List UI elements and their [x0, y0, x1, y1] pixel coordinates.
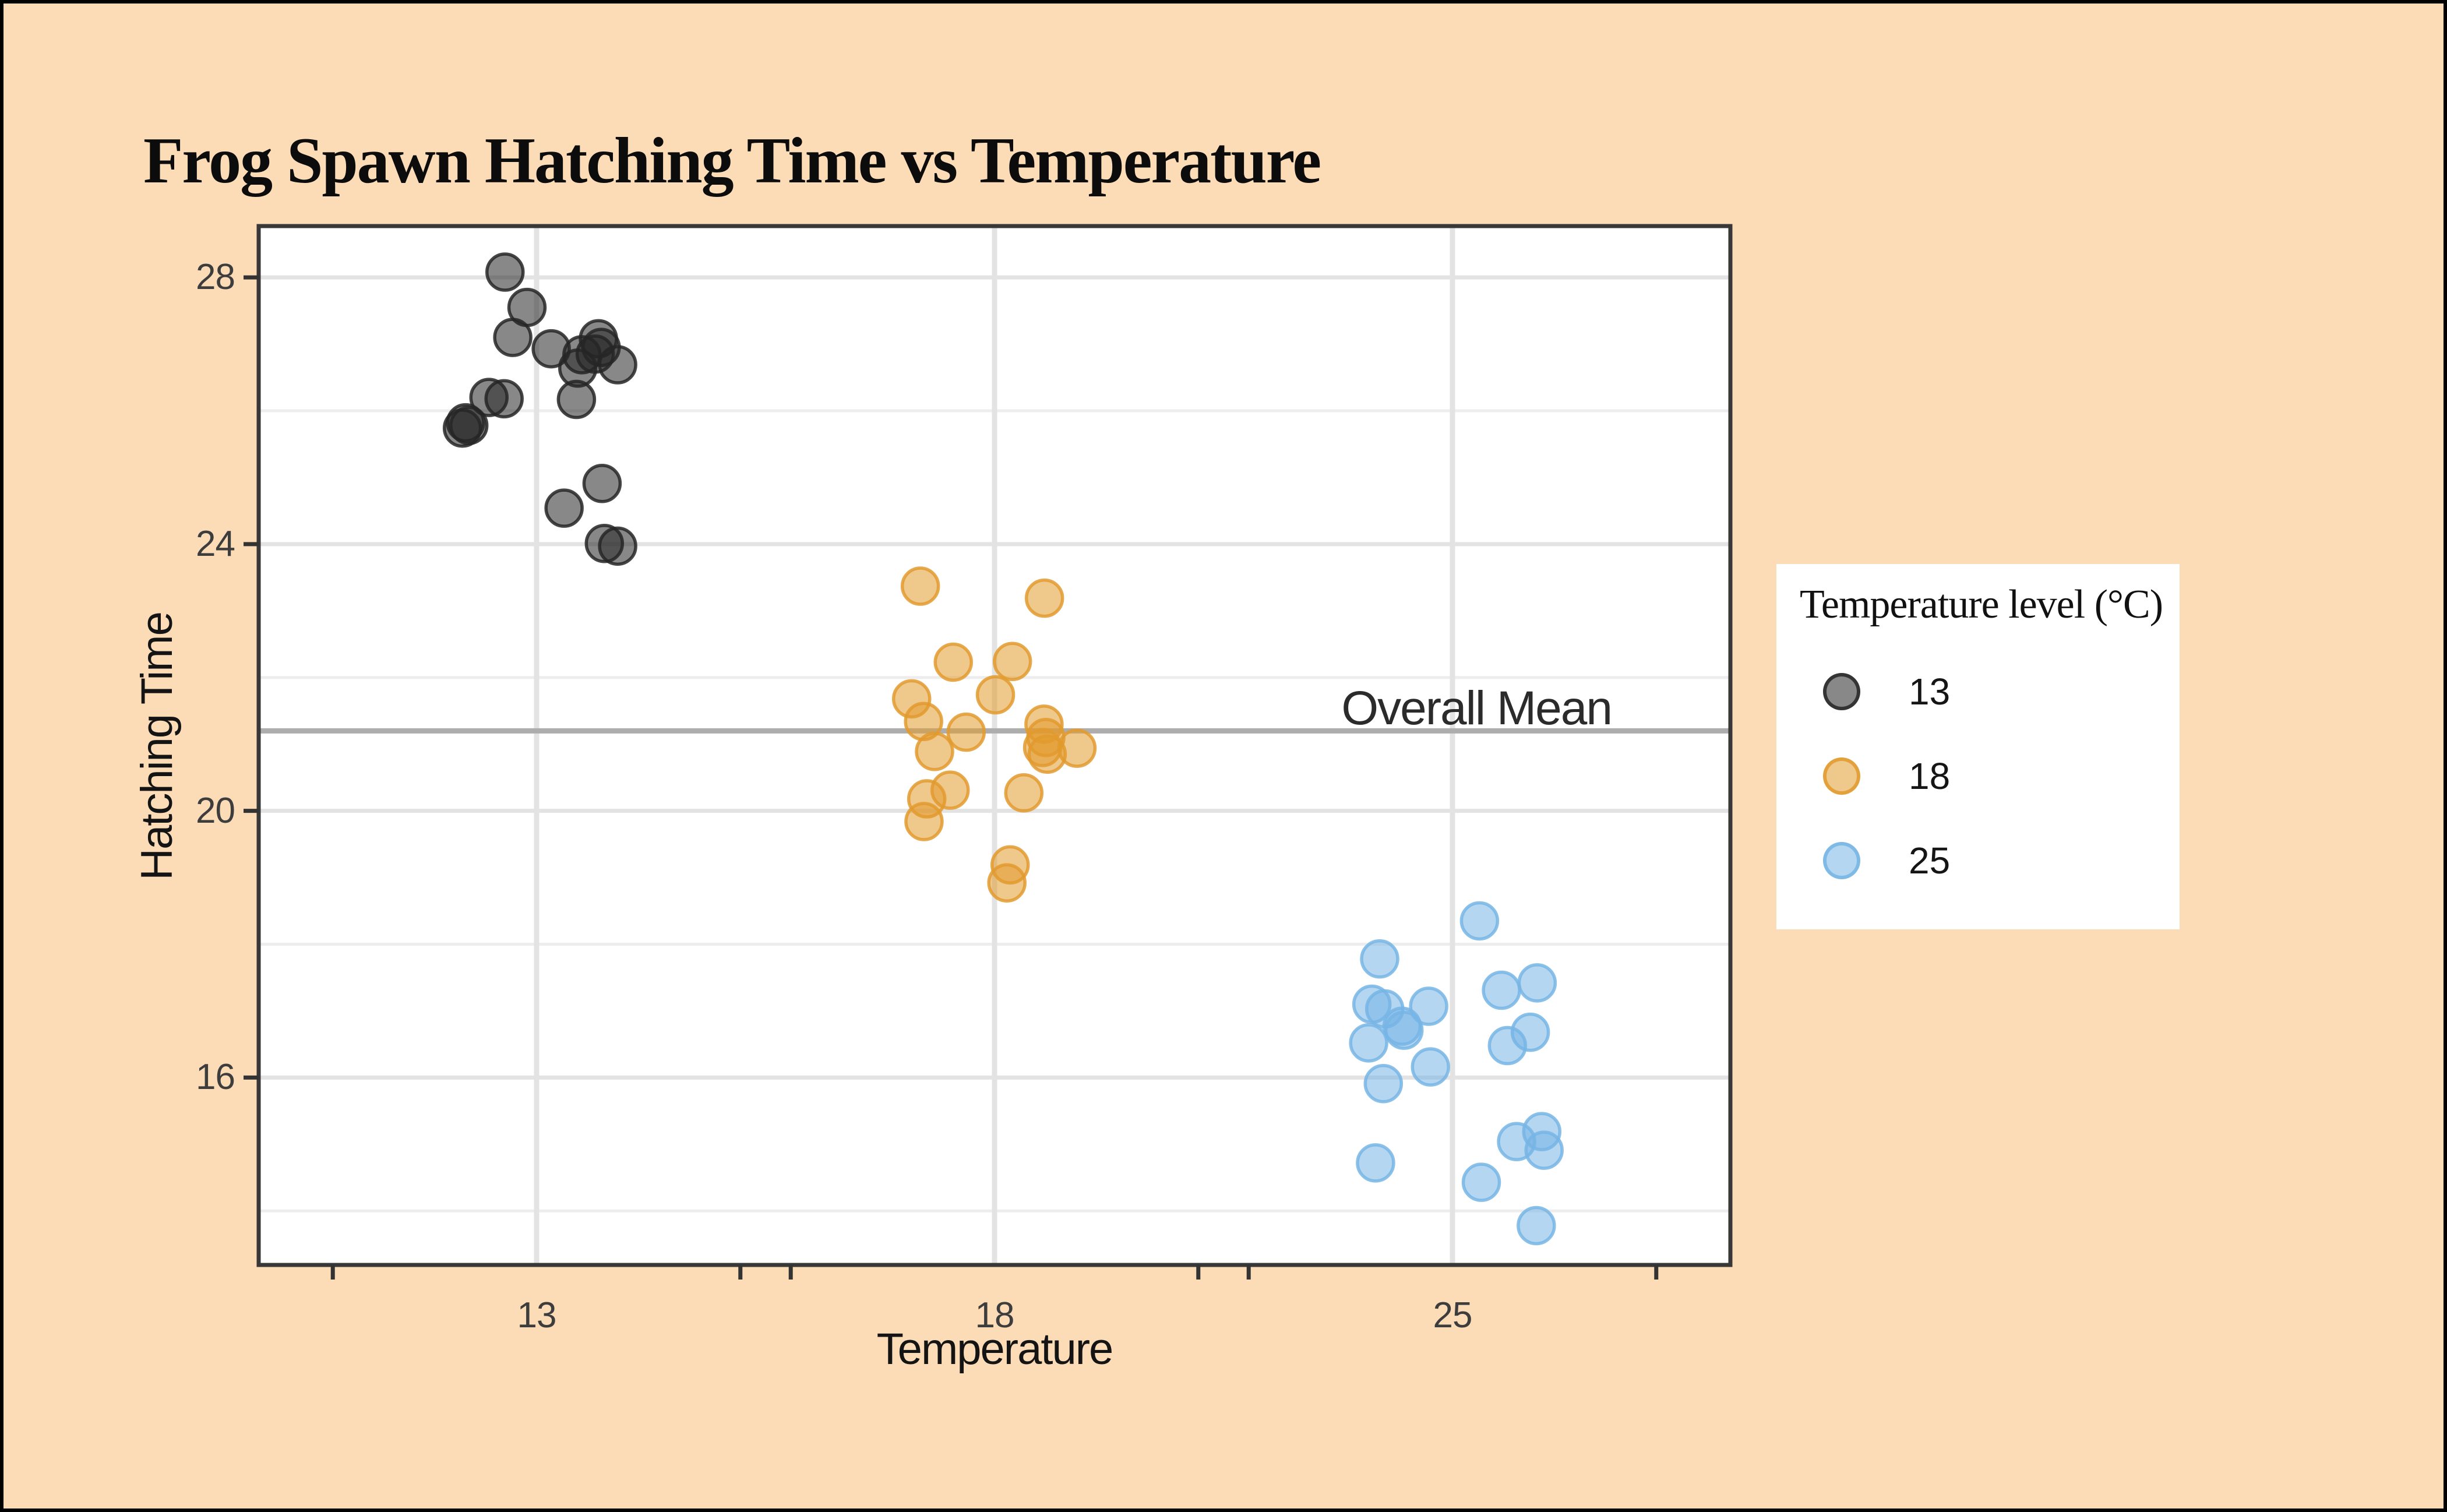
plot-area: Overall Mean [244, 224, 1733, 1280]
legend-title: Temperature level (°C) [1800, 582, 2163, 627]
data-point-25 [1356, 1143, 1395, 1183]
y-tick-label: 20 [196, 790, 235, 831]
chart-title: Frog Spawn Hatching Time vs Temperature [143, 125, 1321, 197]
data-point-25 [1517, 1206, 1556, 1246]
data-point-18 [915, 732, 954, 771]
data-point-18 [1024, 578, 1064, 618]
x-tick-label: 13 [517, 1295, 557, 1335]
data-point-18 [933, 642, 974, 682]
data-point-25 [1487, 1025, 1528, 1066]
data-point-25 [1384, 1010, 1424, 1050]
data-point-13 [544, 488, 584, 528]
legend-swatch-18 [1823, 757, 1860, 795]
data-point-25 [1363, 1063, 1404, 1104]
data-point-18 [1027, 734, 1067, 774]
data-point-25 [1411, 1047, 1451, 1087]
data-point-18 [904, 802, 944, 841]
data-point-25 [1360, 939, 1399, 979]
x-tick-label: 18 [975, 1295, 1015, 1335]
legend-swatch-13 [1823, 673, 1860, 710]
data-point-13 [484, 379, 524, 419]
data-point-25 [1517, 963, 1557, 1003]
data-point-13 [582, 463, 622, 503]
legend-item-label: 18 [1909, 755, 1951, 797]
mean-line-annotation: Overall Mean [1341, 682, 1612, 735]
y-tick-label: 24 [196, 523, 235, 564]
panel-border [256, 224, 1733, 1267]
data-point-18 [900, 566, 940, 606]
data-point-25 [1524, 1130, 1564, 1170]
x-axis-title: Temperature [876, 1324, 1114, 1374]
data-point-25 [1482, 970, 1521, 1010]
legend-item-label: 25 [1909, 840, 1951, 882]
data-point-13 [598, 345, 637, 385]
y-axis-title: Hatching Time [132, 612, 182, 880]
data-point-18 [946, 712, 986, 752]
y-tick-label: 28 [196, 257, 235, 298]
y-tick-label: 16 [196, 1057, 235, 1098]
data-point-18 [992, 642, 1032, 682]
data-point-18 [987, 863, 1027, 903]
legend: Temperature level (°C) 13 18 25 [1776, 564, 2180, 929]
data-point-25 [1409, 986, 1448, 1026]
data-point-18 [975, 675, 1016, 715]
data-point-25 [1459, 901, 1500, 941]
data-point-13 [442, 408, 482, 448]
data-point-18 [1004, 773, 1044, 813]
data-point-13 [598, 526, 637, 566]
data-point-13 [485, 252, 525, 292]
legend-item-label: 13 [1909, 671, 1951, 713]
data-point-13 [493, 318, 533, 357]
legend-swatch-25 [1823, 842, 1860, 879]
data-point-25 [1461, 1162, 1501, 1202]
data-point-25 [1349, 1023, 1388, 1063]
data-point-13 [556, 379, 597, 420]
x-tick-label: 25 [1433, 1295, 1473, 1335]
